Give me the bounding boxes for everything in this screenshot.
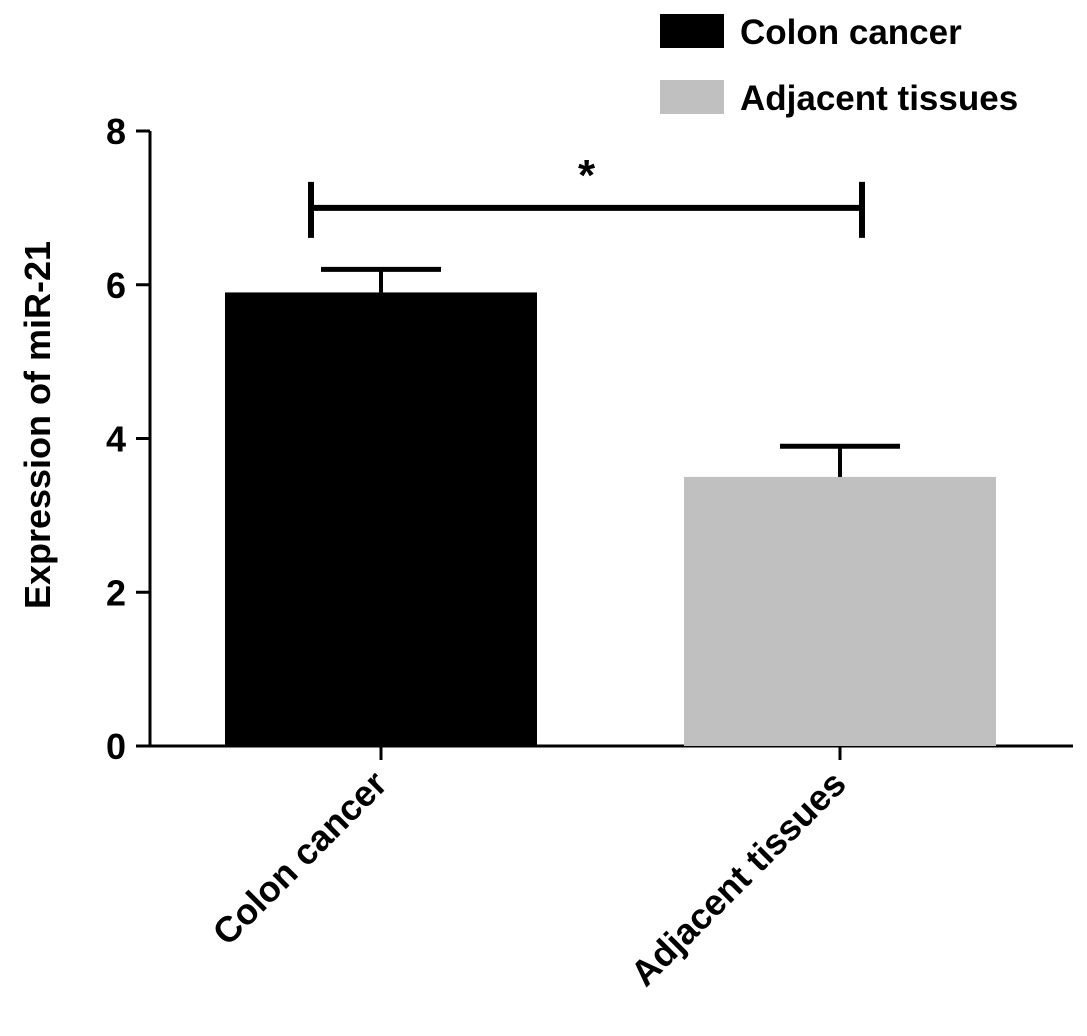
y-tick-label: 6 [106, 265, 126, 306]
x-tick-label: Colon cancer [204, 763, 394, 953]
legend: Colon cancer Adjacent tissues [660, 13, 1018, 118]
x-tick-label: Adjacent tissues [622, 763, 853, 994]
legend-swatch-colon-cancer [660, 14, 724, 48]
y-axis-label: Expression of miR-21 [17, 241, 58, 609]
significance-label: * [578, 151, 596, 200]
y-tick-label: 4 [106, 419, 126, 460]
legend-swatch-adjacent-tissues [660, 80, 724, 114]
bar-colon-cancer [225, 292, 537, 746]
y-ticks: 0 2 4 6 8 [106, 111, 150, 767]
significance-bracket: * [308, 151, 865, 238]
y-tick-label: 8 [106, 111, 126, 152]
legend-label-colon-cancer: Colon cancer [740, 13, 962, 52]
y-tick-label: 2 [106, 572, 126, 613]
bars [225, 266, 996, 746]
x-tick-labels: Colon cancer Adjacent tissues [204, 746, 854, 994]
y-tick-label: 0 [106, 726, 126, 767]
bar-adjacent-tissues [684, 476, 996, 746]
legend-label-adjacent-tissues: Adjacent tissues [740, 79, 1018, 118]
